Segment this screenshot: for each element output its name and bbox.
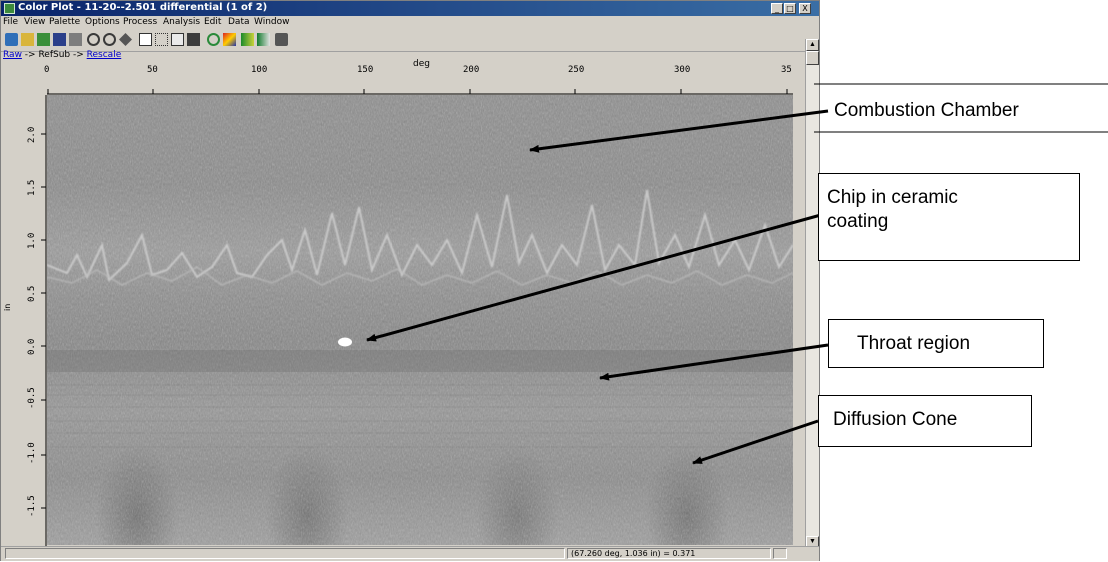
window-title: Color Plot - 11-20--2.501 differential (… <box>18 2 268 13</box>
color-plot-window: Color Plot - 11-20--2.501 differential (… <box>0 0 820 561</box>
scroll-up-icon[interactable]: ▲ <box>806 39 819 51</box>
x-tick-label: 250 <box>568 65 585 75</box>
arrow-combustion <box>529 109 829 153</box>
arrow-chip <box>366 211 829 342</box>
print-icon[interactable] <box>69 33 82 46</box>
x-tick-label: 200 <box>463 65 480 75</box>
arrow-diffusion <box>692 419 819 465</box>
close-button[interactable]: X <box>799 3 811 14</box>
label-diffusion-cone: Diffusion Cone <box>818 395 1032 447</box>
axis-ticks <box>41 89 793 546</box>
crosshair-icon[interactable] <box>155 33 168 46</box>
menu-view[interactable]: View <box>24 17 46 27</box>
palette-icon[interactable] <box>241 33 254 46</box>
menu-analysis[interactable]: Analysis <box>163 17 201 27</box>
title-bar[interactable]: Color Plot - 11-20--2.501 differential (… <box>1 1 819 16</box>
zoom-in-icon[interactable] <box>87 33 100 46</box>
x-tick-label: 100 <box>251 65 268 75</box>
layer-icon[interactable] <box>257 33 270 46</box>
breadcrumb-refsub[interactable]: RefSub <box>38 50 71 60</box>
minimize-button[interactable]: _ <box>771 3 783 14</box>
label-combustion-chamber: Combustion Chamber <box>834 100 1019 121</box>
breadcrumb: Raw -> RefSub -> Rescale <box>3 50 121 60</box>
scroll-thumb[interactable] <box>806 51 819 65</box>
label-chip-box: Chip in ceramic coating <box>818 173 1080 261</box>
menu-options[interactable]: Options <box>85 17 120 27</box>
status-bar: (67.260 deg, 1.036 in) = 0.371 <box>1 546 819 561</box>
label-throat-region: Throat region <box>828 319 1044 368</box>
breadcrumb-sep: -> <box>21 50 39 60</box>
menu-process[interactable]: Process <box>123 17 158 27</box>
x-tick-label: 50 <box>147 65 158 75</box>
menu-data[interactable]: Data <box>228 17 250 27</box>
cursor-readout: (67.260 deg, 1.036 in) = 0.371 <box>567 548 771 559</box>
x-tick-label: 300 <box>674 65 691 75</box>
export-icon[interactable] <box>187 33 200 46</box>
label-chip-line2: coating <box>827 211 889 232</box>
save-icon[interactable] <box>53 33 66 46</box>
x-axis-unit: deg <box>413 59 430 69</box>
plot-texture <box>47 95 793 545</box>
x-tick-label: 35 <box>781 65 792 75</box>
color-plot-image[interactable] <box>47 95 793 545</box>
toolbar <box>1 29 819 52</box>
refresh-icon[interactable] <box>207 33 220 46</box>
camera-icon[interactable] <box>275 33 288 46</box>
open-icon[interactable] <box>21 33 34 46</box>
menu-edit[interactable]: Edit <box>204 17 222 27</box>
pan-icon[interactable] <box>119 33 132 46</box>
menu-window[interactable]: Window <box>254 17 290 27</box>
label-chip-line1: Chip in ceramic <box>827 187 958 208</box>
breadcrumb-sep: -> <box>70 50 87 60</box>
maximize-button[interactable]: □ <box>784 3 796 14</box>
menu-bar: File View Palette Options Process Analys… <box>1 16 819 29</box>
menu-palette[interactable]: Palette <box>49 17 81 27</box>
x-tick-label: 0 <box>44 65 50 75</box>
new-plot-icon[interactable] <box>5 33 18 46</box>
menu-file[interactable]: File <box>3 17 19 27</box>
breadcrumb-rescale[interactable]: Rescale <box>86 50 122 60</box>
breadcrumb-raw[interactable]: Raw <box>3 50 22 60</box>
arrow-throat <box>599 343 829 381</box>
grid-icon[interactable] <box>139 33 152 46</box>
image-icon[interactable] <box>37 33 50 46</box>
table-icon[interactable] <box>171 33 184 46</box>
app-icon <box>4 3 15 14</box>
status-extra <box>773 548 787 559</box>
status-message <box>5 548 565 559</box>
x-tick-label: 150 <box>357 65 374 75</box>
zoom-out-icon[interactable] <box>103 33 116 46</box>
color-icon[interactable] <box>223 33 236 46</box>
